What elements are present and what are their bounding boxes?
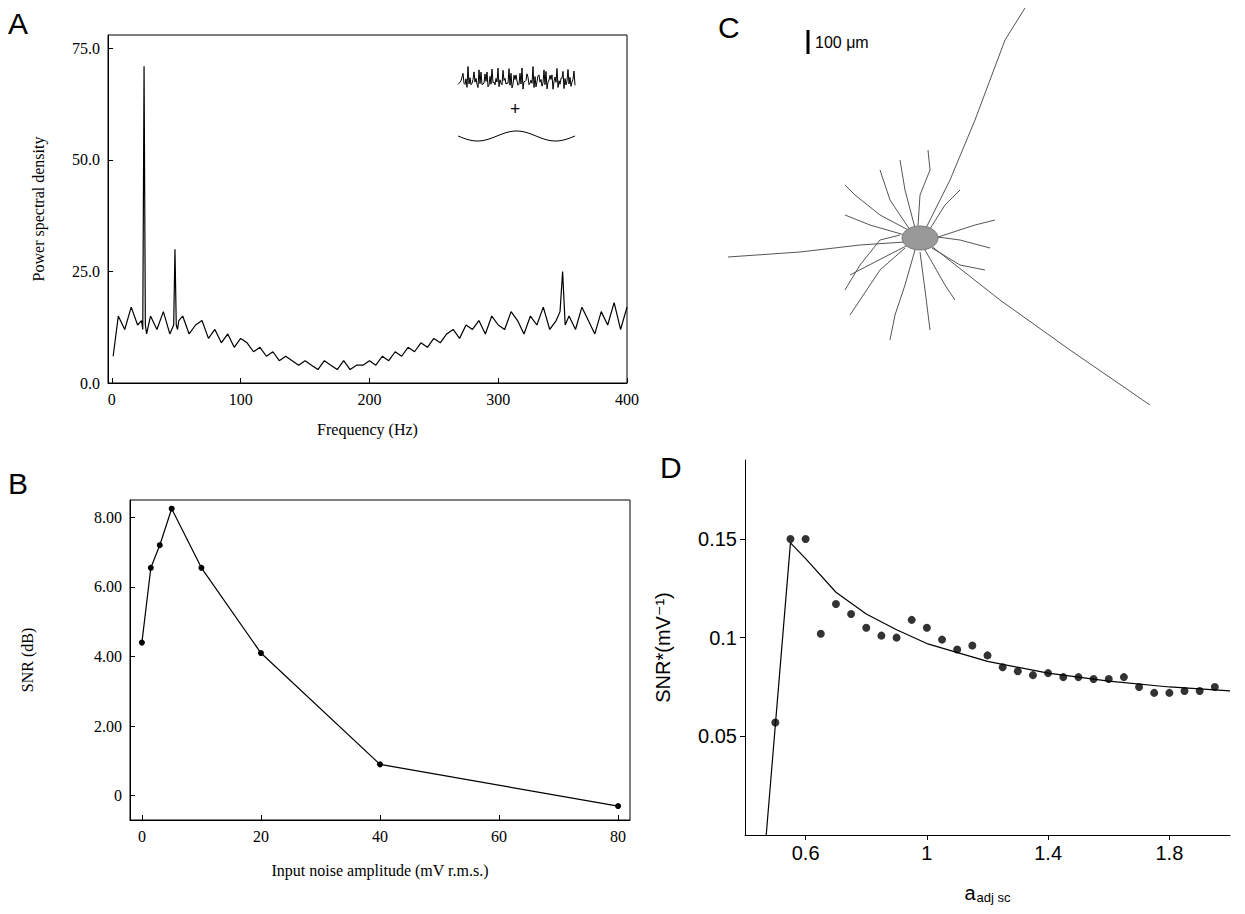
svg-text:4.00: 4.00 <box>94 648 122 665</box>
svg-text:0.05: 0.05 <box>698 725 737 747</box>
svg-text:a: a <box>964 882 976 904</box>
svg-text:SNR (dB): SNR (dB) <box>19 628 37 692</box>
svg-text:C: C <box>718 11 740 44</box>
svg-text:0: 0 <box>138 828 146 845</box>
svg-text:60: 60 <box>491 828 507 845</box>
svg-text:75.0: 75.0 <box>72 40 100 57</box>
svg-text:1.4: 1.4 <box>1034 842 1062 864</box>
svg-text:0: 0 <box>114 787 122 804</box>
svg-text:50.0: 50.0 <box>72 151 100 168</box>
svg-text:1: 1 <box>921 842 932 864</box>
svg-text:Power spectral density: Power spectral density <box>30 137 48 282</box>
svg-text:100: 100 <box>229 391 253 408</box>
svg-text:20: 20 <box>253 828 269 845</box>
svg-text:40: 40 <box>372 828 388 845</box>
svg-text:Input noise amplitude (mV r.m.: Input noise amplitude (mV r.m.s.) <box>271 862 488 880</box>
svg-text:A: A <box>8 7 28 40</box>
svg-text:0.1: 0.1 <box>709 627 737 649</box>
svg-text:D: D <box>660 451 682 484</box>
svg-text:0: 0 <box>108 391 116 408</box>
svg-text:1.8: 1.8 <box>1155 842 1183 864</box>
svg-text:Frequency (Hz): Frequency (Hz) <box>317 421 418 439</box>
svg-text:0.15: 0.15 <box>698 528 737 550</box>
svg-text:+: + <box>510 99 520 119</box>
svg-text:6.00: 6.00 <box>94 578 122 595</box>
svg-text:300: 300 <box>486 391 510 408</box>
svg-text:2.00: 2.00 <box>94 718 122 735</box>
svg-text:200: 200 <box>357 391 381 408</box>
svg-text:25.0: 25.0 <box>72 263 100 280</box>
svg-text:8.00: 8.00 <box>94 509 122 526</box>
svg-text:B: B <box>8 467 28 500</box>
svg-text:100 μm: 100 μm <box>815 34 869 51</box>
svg-text:SNR*(mV⁻¹): SNR*(mV⁻¹) <box>652 592 674 703</box>
svg-text:adj sc: adj sc <box>977 890 1011 905</box>
svg-text:80: 80 <box>610 828 626 845</box>
svg-text:0.0: 0.0 <box>80 375 100 392</box>
svg-text:400: 400 <box>615 391 639 408</box>
svg-text:0.6: 0.6 <box>792 842 820 864</box>
